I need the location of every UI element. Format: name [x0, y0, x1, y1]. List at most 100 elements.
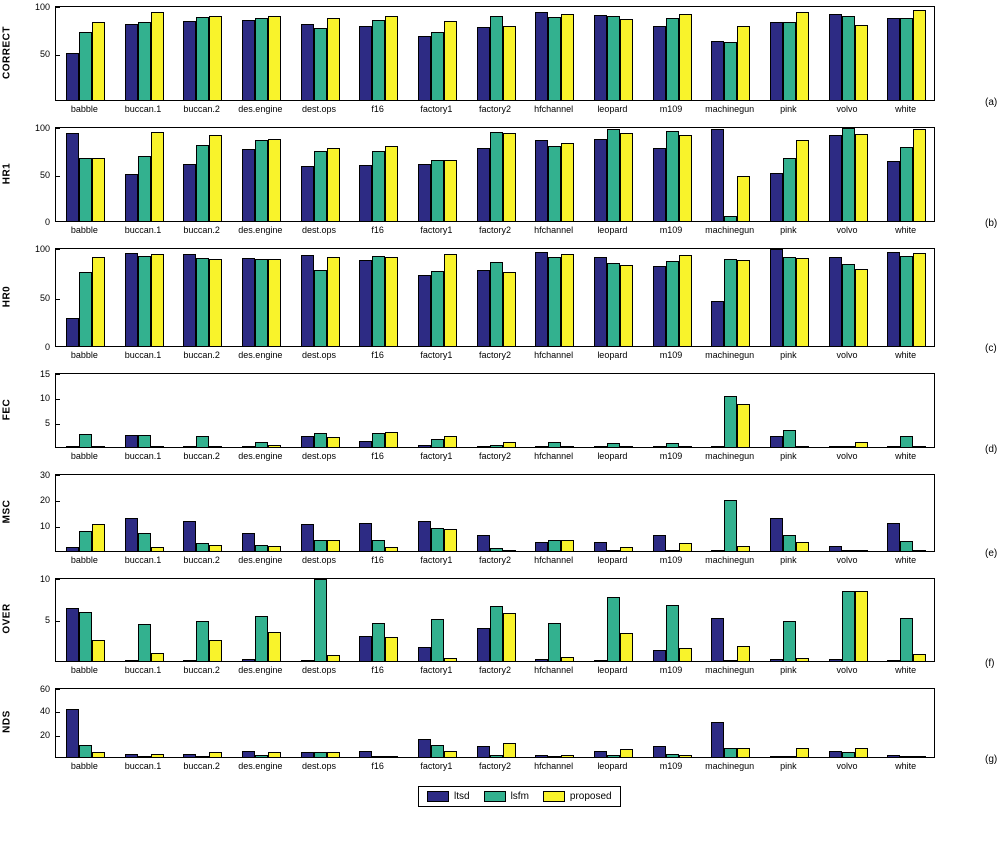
- x-tick-label: volvo: [836, 104, 858, 114]
- bar-ltsd-f16: [359, 165, 372, 221]
- bar-proposed-m109: [679, 135, 692, 221]
- bar-lsfm-factory1: [431, 160, 444, 221]
- bar-proposed-des.engine: [268, 139, 281, 221]
- y-axis-label: MSC: [1, 499, 13, 524]
- bar-proposed-machinegun: [737, 646, 750, 661]
- bar-proposed-babble: [92, 446, 105, 447]
- y-tick-mark: [56, 54, 60, 56]
- panel-hr0: HR0 0 50 100 babble buccan.1 buccan.2 des.engin…: [0, 244, 1001, 367]
- plot-area: [55, 474, 935, 552]
- bar-proposed-leopard: [620, 265, 633, 346]
- bar-lsfm-factory1: [431, 271, 444, 346]
- x-tick-label: factory1: [420, 555, 453, 565]
- bar-ltsd-hfchannel: [535, 542, 548, 551]
- bar-proposed-pink: [796, 658, 809, 661]
- x-tick-label: f16: [371, 665, 384, 675]
- bar-lsfm-leopard: [607, 550, 620, 551]
- x-tick-label: f16: [371, 761, 384, 771]
- bar-ltsd-pink: [770, 756, 783, 757]
- bar-proposed-volvo: [855, 550, 868, 551]
- bar-proposed-babble: [92, 257, 105, 346]
- bar-ltsd-f16: [359, 26, 372, 100]
- x-tick-label: buccan.1: [124, 225, 162, 235]
- bar-proposed-pink: [796, 140, 809, 221]
- x-tick-label: des.engine: [238, 225, 283, 235]
- bar-lsfm-babble: [79, 158, 92, 221]
- bar-proposed-leopard: [620, 749, 633, 757]
- y-tick-mark: [56, 128, 60, 129]
- bar-proposed-volvo: [855, 591, 868, 661]
- x-tick-label: f16: [371, 451, 384, 461]
- bar-lsfm-leopard: [607, 755, 620, 757]
- bar-proposed-babble: [92, 524, 105, 551]
- bar-lsfm-buccan.1: [138, 435, 151, 447]
- bar-proposed-volvo: [855, 442, 868, 447]
- panel-hr1: HR1 0 50 100 babble buccan.1 buccan.2 des.engin…: [0, 123, 1001, 242]
- bar-ltsd-leopard: [594, 660, 607, 661]
- bar-ltsd-hfchannel: [535, 659, 548, 661]
- bar-lsfm-machinegun: [724, 396, 737, 447]
- bar-ltsd-volvo: [829, 135, 842, 221]
- bar-proposed-m109: [679, 446, 692, 447]
- bar-lsfm-babble: [79, 32, 92, 100]
- x-tick-label: des.engine: [238, 665, 283, 675]
- bar-ltsd-f16: [359, 260, 372, 346]
- bar-ltsd-machinegun: [711, 301, 724, 346]
- bar-ltsd-leopard: [594, 446, 607, 447]
- y-tick-mark: [56, 735, 60, 737]
- bar-lsfm-leopard: [607, 443, 620, 447]
- bar-ltsd-pink: [770, 659, 783, 661]
- bar-proposed-hfchannel: [561, 254, 574, 346]
- x-tick-label: white: [895, 555, 917, 565]
- x-tick-label: volvo: [836, 451, 858, 461]
- bar-ltsd-dest.ops: [301, 752, 314, 757]
- x-tick-label: f16: [371, 104, 384, 114]
- bar-lsfm-pink: [783, 22, 796, 100]
- bar-lsfm-dest.ops: [314, 540, 327, 551]
- bar-proposed-buccan.1: [151, 254, 164, 346]
- bar-lsfm-buccan.1: [138, 22, 151, 100]
- bar-ltsd-machinegun: [711, 446, 724, 447]
- bar-proposed-dest.ops: [327, 148, 340, 221]
- y-tick-mark: [56, 475, 60, 476]
- x-tick-label: white: [895, 104, 917, 114]
- x-tick-label: pink: [780, 665, 797, 675]
- bar-lsfm-f16: [372, 151, 385, 221]
- bar-lsfm-factory2: [490, 548, 503, 551]
- bar-lsfm-des.engine: [255, 18, 268, 100]
- bar-ltsd-leopard: [594, 542, 607, 551]
- bar-ltsd-buccan.1: [125, 660, 138, 661]
- bar-proposed-buccan.1: [151, 754, 164, 757]
- bar-lsfm-f16: [372, 623, 385, 661]
- bar-lsfm-machinegun: [724, 500, 737, 551]
- bar-proposed-white: [913, 129, 926, 221]
- y-tick-label: 20: [39, 729, 50, 740]
- bar-lsfm-white: [900, 541, 913, 551]
- bar-lsfm-buccan.2: [196, 621, 209, 661]
- bar-ltsd-white: [887, 252, 900, 346]
- bar-proposed-m109: [679, 543, 692, 551]
- y-tick-label: 20: [39, 495, 50, 505]
- bar-ltsd-babble: [66, 133, 79, 221]
- bar-proposed-pink: [796, 542, 809, 551]
- panel-tag: (f): [985, 658, 995, 669]
- panel-tag: (e): [985, 548, 998, 559]
- bar-ltsd-babble: [66, 318, 79, 346]
- bar-lsfm-pink: [783, 535, 796, 551]
- x-tick-label: machinegun: [705, 761, 755, 771]
- bar-lsfm-hfchannel: [548, 257, 561, 346]
- bar-lsfm-des.engine: [255, 259, 268, 346]
- x-tick-label: dest.ops: [301, 555, 336, 565]
- bar-proposed-f16: [385, 637, 398, 661]
- plot-area: [55, 127, 935, 222]
- bar-lsfm-pink: [783, 257, 796, 346]
- bar-proposed-machinegun: [737, 260, 750, 346]
- y-tick-mark: [56, 346, 60, 347]
- bar-ltsd-hfchannel: [535, 140, 548, 221]
- bar-lsfm-hfchannel: [548, 756, 561, 757]
- x-tick-label: leopard: [597, 451, 628, 461]
- x-tick-label: m109: [659, 451, 683, 461]
- panel-correct: CORRECT 50 100 babble buccan.1 buccan.2 des.en…: [0, 2, 1001, 121]
- x-tick-label: m109: [659, 761, 683, 771]
- x-tick-label: leopard: [597, 665, 628, 675]
